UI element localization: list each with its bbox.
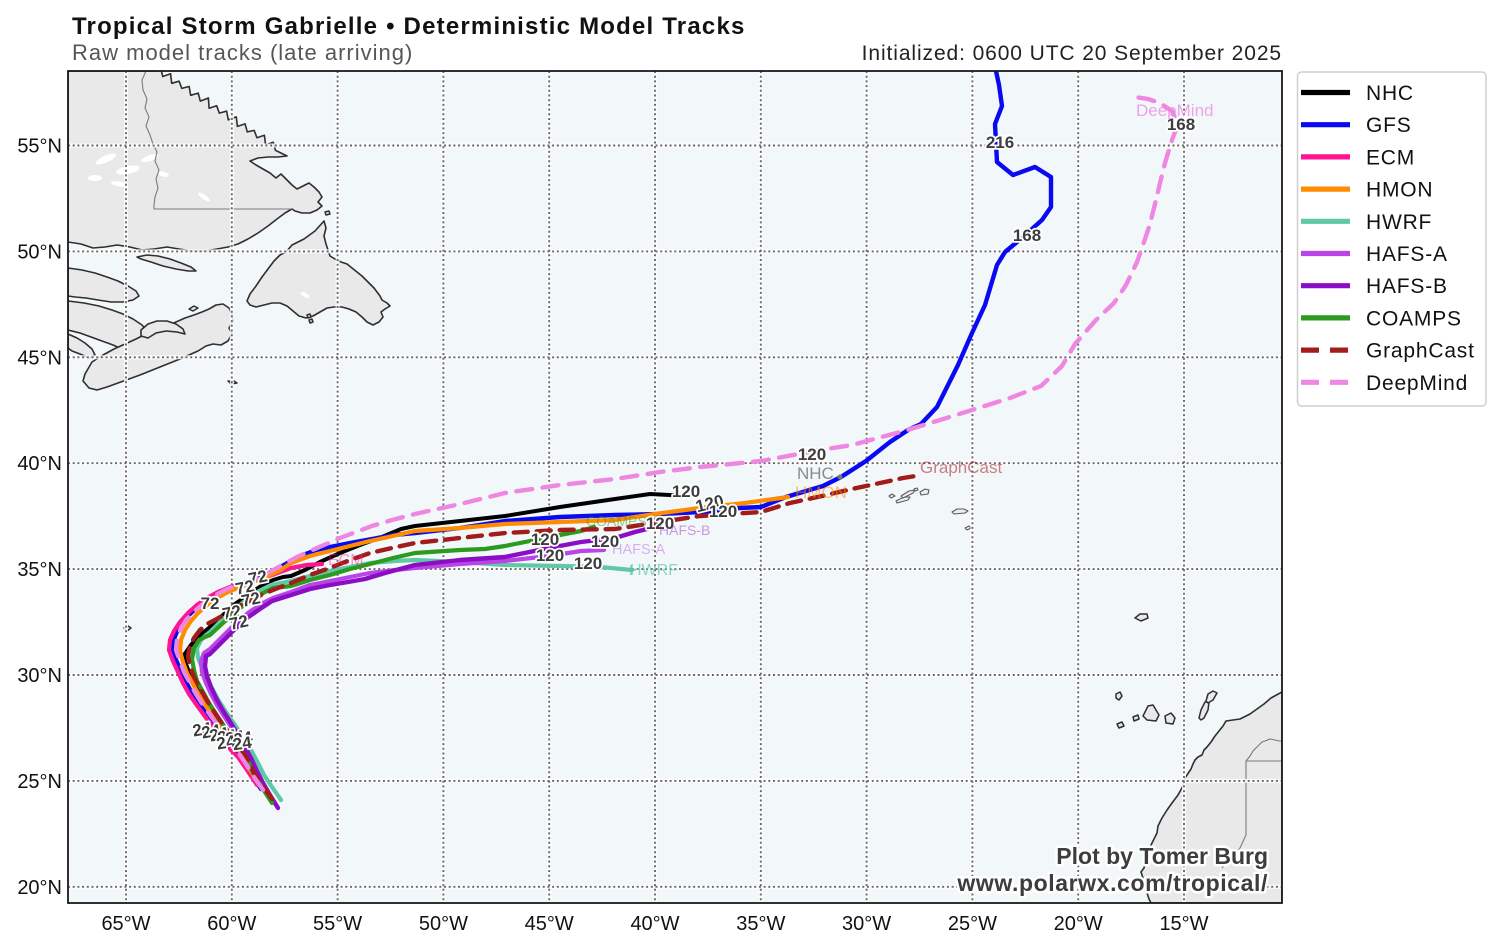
svg-text:35°N: 35°N bbox=[17, 559, 62, 581]
svg-text:20°W: 20°W bbox=[1054, 913, 1103, 935]
svg-text:35°W: 35°W bbox=[736, 913, 785, 935]
svg-text:72: 72 bbox=[201, 594, 220, 613]
svg-text:120: 120 bbox=[672, 482, 700, 501]
svg-text:24: 24 bbox=[200, 720, 222, 742]
svg-text:Raw model tracks (late arrivin: Raw model tracks (late arriving) bbox=[72, 40, 413, 65]
svg-text:Plot by Tomer Burg: Plot by Tomer Burg bbox=[1056, 843, 1268, 869]
svg-text:Tropical Storm Gabrielle • Det: Tropical Storm Gabrielle • Deterministic… bbox=[72, 13, 746, 40]
svg-text:24: 24 bbox=[215, 731, 237, 753]
svg-text:COAMPS: COAMPS bbox=[586, 513, 647, 529]
svg-text:60°W: 60°W bbox=[207, 913, 256, 935]
svg-text:24: 24 bbox=[216, 725, 238, 747]
svg-text:24: 24 bbox=[232, 733, 254, 755]
svg-text:COAMPS: COAMPS bbox=[1366, 307, 1462, 330]
svg-text:50°N: 50°N bbox=[17, 241, 62, 263]
svg-text:55°N: 55°N bbox=[17, 136, 62, 158]
svg-text:120: 120 bbox=[798, 445, 826, 464]
svg-text:168: 168 bbox=[1013, 226, 1041, 245]
svg-text:216: 216 bbox=[986, 133, 1014, 152]
svg-text:HAFS-A: HAFS-A bbox=[1366, 243, 1448, 266]
svg-text:HMON: HMON bbox=[1366, 179, 1433, 202]
svg-text:50°W: 50°W bbox=[419, 913, 468, 935]
svg-text:120: 120 bbox=[536, 546, 564, 565]
svg-text:25°N: 25°N bbox=[17, 771, 62, 793]
svg-text:NHC: NHC bbox=[797, 464, 834, 483]
svg-text:NHC: NHC bbox=[1366, 82, 1414, 105]
svg-text:30°W: 30°W bbox=[842, 913, 891, 935]
svg-text:40°W: 40°W bbox=[630, 913, 679, 935]
svg-text:120: 120 bbox=[709, 502, 737, 521]
svg-text:ECM: ECM bbox=[328, 552, 364, 569]
svg-text:GraphCast: GraphCast bbox=[1366, 340, 1475, 363]
svg-text:DeepMind: DeepMind bbox=[1366, 372, 1468, 395]
svg-text:45°W: 45°W bbox=[525, 913, 574, 935]
svg-text:65°W: 65°W bbox=[101, 913, 150, 935]
svg-text:HAFS-B: HAFS-B bbox=[1366, 275, 1448, 298]
svg-text:HWRF: HWRF bbox=[630, 562, 678, 579]
svg-text:HMON: HMON bbox=[795, 483, 847, 502]
svg-text:168: 168 bbox=[1167, 115, 1195, 134]
svg-text:HAFS-B: HAFS-B bbox=[659, 522, 710, 538]
svg-text:20°N: 20°N bbox=[17, 877, 62, 899]
svg-text:15°W: 15°W bbox=[1159, 913, 1208, 935]
svg-text:55°W: 55°W bbox=[313, 913, 362, 935]
svg-text:25°W: 25°W bbox=[948, 913, 997, 935]
svg-text:HWRF: HWRF bbox=[1366, 211, 1432, 234]
svg-text:72: 72 bbox=[240, 588, 262, 611]
svg-text:120: 120 bbox=[591, 532, 619, 551]
svg-text:DeepMind: DeepMind bbox=[1136, 101, 1214, 120]
svg-text:GFS: GFS bbox=[1366, 114, 1412, 137]
svg-text:120: 120 bbox=[531, 530, 559, 549]
svg-text:HAFS-A: HAFS-A bbox=[612, 542, 666, 558]
svg-text:72: 72 bbox=[228, 611, 250, 634]
svg-text:120: 120 bbox=[574, 554, 602, 573]
svg-text:ECM: ECM bbox=[1366, 146, 1415, 169]
svg-text:40°N: 40°N bbox=[17, 453, 62, 475]
svg-text:www.polarwx.com/tropical/: www.polarwx.com/tropical/ bbox=[956, 870, 1268, 896]
svg-text:30°N: 30°N bbox=[17, 665, 62, 687]
svg-text:GraphCast: GraphCast bbox=[920, 458, 1002, 477]
svg-text:45°N: 45°N bbox=[17, 347, 62, 369]
svg-text:120: 120 bbox=[646, 514, 674, 533]
svg-text:Initialized: 0600 UTC 20 Septe: Initialized: 0600 UTC 20 September 2025 bbox=[862, 42, 1282, 65]
